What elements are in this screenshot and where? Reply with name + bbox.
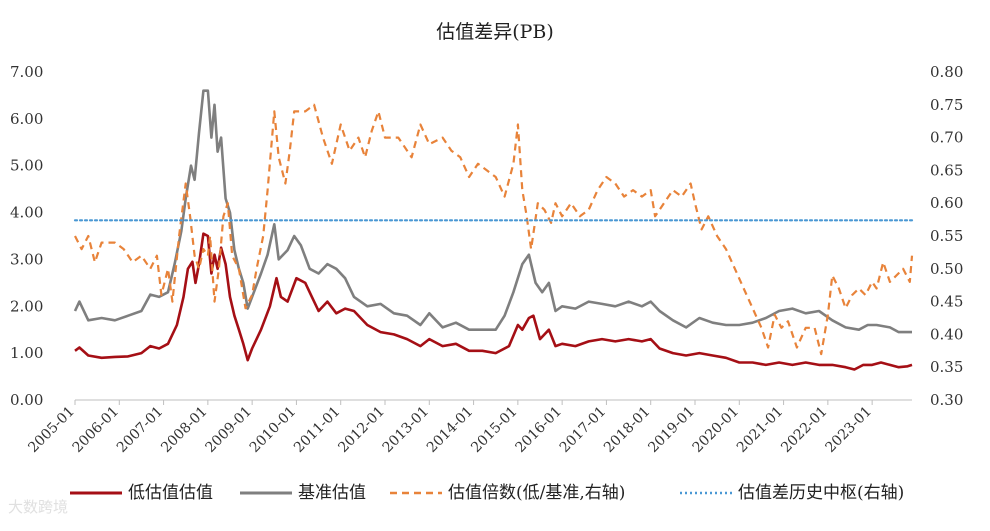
x-tick-label: 2016-01 bbox=[513, 404, 565, 456]
x-tick-label: 2005-01 bbox=[25, 404, 77, 456]
left-tick-label: 5.00 bbox=[10, 157, 43, 175]
x-tick-label: 2020-01 bbox=[690, 404, 742, 456]
right-axis-ticks: 0.30 0.35 0.40 0.45 0.50 0.55 0.60 0.65 0.70 0.75… bbox=[930, 63, 963, 409]
x-tick-label: 2013-01 bbox=[380, 404, 432, 456]
right-tick-label: 0.55 bbox=[930, 227, 963, 245]
series-line-1 bbox=[74, 232, 913, 371]
left-axis-ticks: 0.00 1.00 2.00 3.00 4.00 5.00 6.00 7.00 bbox=[10, 63, 43, 409]
legend-label: 低估值估值 bbox=[128, 483, 213, 503]
right-tick-label: 0.50 bbox=[930, 260, 963, 278]
left-tick-label: 0.00 bbox=[10, 391, 43, 409]
chart-title: 估值差异(PB) bbox=[436, 21, 554, 43]
x-tick-label: 2015-01 bbox=[468, 404, 520, 456]
x-tick-label: 2019-01 bbox=[645, 404, 697, 456]
x-tick-label: 2018-01 bbox=[601, 404, 653, 456]
watermark-text: 大数跨境 bbox=[8, 498, 69, 516]
x-tick-label: 2014-01 bbox=[424, 404, 476, 456]
right-tick-label: 0.70 bbox=[930, 129, 963, 147]
right-tick-label: 0.65 bbox=[930, 161, 963, 179]
right-tick-label: 0.80 bbox=[930, 63, 963, 81]
legend: 低估值估值 基准估值 估值倍数(低/基准,右轴) 估值差历史中枢(右轴) bbox=[70, 483, 904, 503]
left-tick-label: 6.00 bbox=[10, 110, 43, 128]
right-tick-label: 0.35 bbox=[930, 358, 963, 376]
right-tick-label: 0.45 bbox=[930, 293, 963, 311]
x-tick-label: 2023-01 bbox=[823, 404, 875, 456]
left-tick-label: 1.00 bbox=[10, 344, 43, 362]
x-tick-label: 2011-01 bbox=[291, 404, 343, 456]
right-tick-label: 0.40 bbox=[930, 325, 963, 343]
series-line-2 bbox=[73, 89, 912, 334]
left-tick-label: 4.00 bbox=[10, 204, 43, 222]
series-line-3 bbox=[74, 103, 914, 356]
left-tick-label: 2.00 bbox=[10, 297, 43, 315]
left-tick-label: 7.00 bbox=[10, 63, 43, 81]
x-axis-ticks: 2005-012006-012007-012008-012009-012010-… bbox=[25, 400, 875, 456]
right-tick-label: 0.60 bbox=[930, 194, 963, 212]
x-tick-label: 2022-01 bbox=[778, 404, 830, 456]
legend-label: 基准估值 bbox=[298, 483, 366, 503]
x-tick-label: 2009-01 bbox=[203, 404, 255, 456]
x-tick-label: 2012-01 bbox=[335, 404, 387, 456]
legend-label: 估值差历史中枢(右轴) bbox=[738, 483, 904, 503]
right-tick-label: 0.30 bbox=[930, 391, 963, 409]
series-layer bbox=[73, 89, 914, 371]
right-tick-label: 0.75 bbox=[930, 96, 963, 114]
x-tick-label: 2007-01 bbox=[114, 404, 166, 456]
x-tick-label: 2006-01 bbox=[70, 404, 122, 456]
legend-label: 估值倍数(低/基准,右轴) bbox=[448, 483, 625, 503]
x-tick-label: 2010-01 bbox=[247, 404, 299, 456]
x-tick-label: 2008-01 bbox=[158, 404, 210, 456]
x-tick-label: 2021-01 bbox=[734, 404, 786, 456]
left-tick-label: 3.00 bbox=[10, 250, 43, 268]
x-tick-label: 2017-01 bbox=[557, 404, 609, 456]
